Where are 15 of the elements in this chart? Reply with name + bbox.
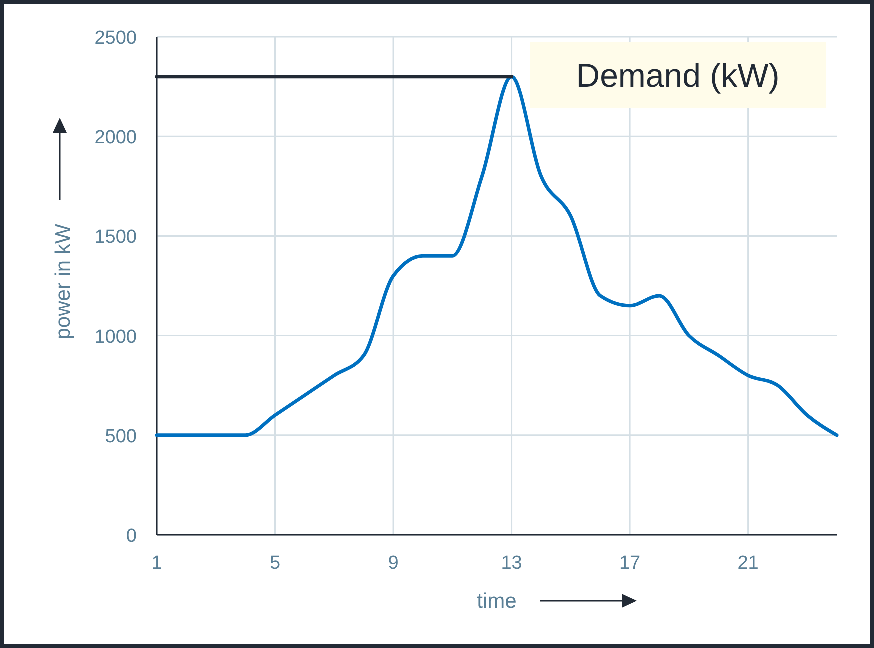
y-tick-label: 1000 (94, 326, 137, 348)
x-tick-label: 5 (270, 553, 281, 574)
y-axis-title: power in kW (52, 224, 75, 340)
x-tick-label: 21 (738, 553, 759, 574)
x-tick-label: 17 (619, 553, 641, 574)
x-tick-label: 9 (388, 553, 399, 574)
y-tick-label: 1500 (94, 227, 137, 248)
y-tick-label: 2000 (94, 128, 137, 149)
y-tick-label: 2500 (94, 28, 137, 49)
y-tick-label: 0 (126, 526, 137, 547)
x-axis-title: time (477, 590, 517, 613)
y-tick-label: 500 (105, 426, 137, 448)
text: Demand (kW) (576, 57, 780, 94)
x-tick-label: 1 (152, 553, 162, 574)
x-tick-label: 13 (501, 553, 522, 574)
